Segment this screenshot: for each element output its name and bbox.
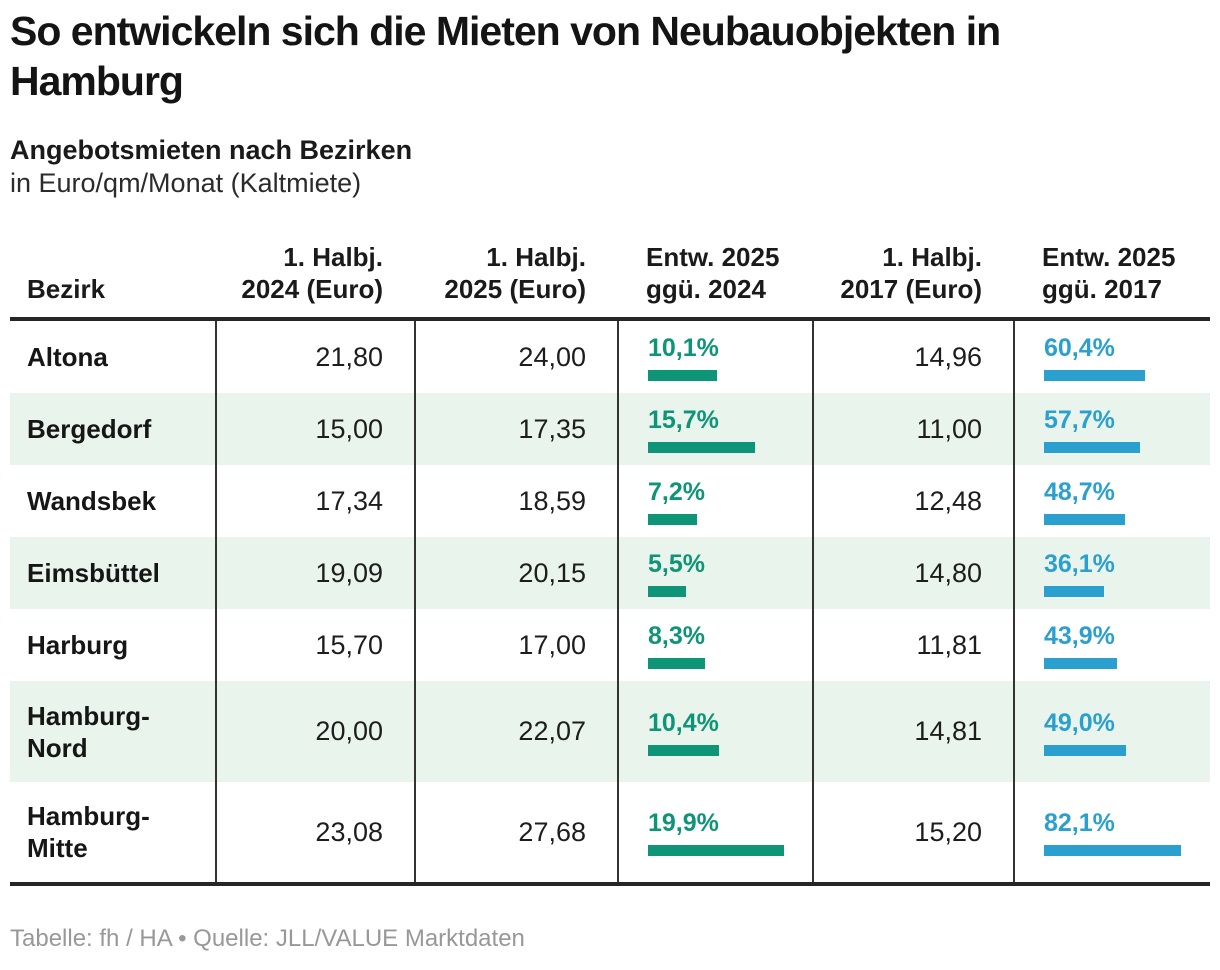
value-2017-cell: 14,80: [812, 537, 1013, 609]
value-2024-cell: 20,00: [215, 681, 414, 782]
chart-subtitle: Angebotsmieten nach Bezirken: [10, 135, 413, 165]
change-vs-2017-cell: 60,4%: [1013, 321, 1212, 393]
change-vs-2017-value: 49,0%: [1044, 708, 1115, 737]
change-vs-2024-bar: [648, 586, 686, 597]
header-col-entw-2017: Entw. 2025 ggü. 2017: [1042, 242, 1176, 304]
change-vs-2024-bar: [648, 658, 705, 669]
change-vs-2017-value: 82,1%: [1044, 809, 1115, 837]
change-vs-2017-bar: [1044, 744, 1126, 756]
page-title: So entwickeln sich die Mieten von Neubau…: [10, 8, 1001, 104]
table-row: Wandsbek 17,34 18,59 7,2% 12,48 48,7%: [10, 465, 1210, 537]
district-cell: Eimsbüttel: [10, 537, 215, 609]
change-vs-2017-cell: 49,0%: [1013, 681, 1212, 782]
source-credit: Tabelle: fh / HA • Quelle: JLL/VALUE Mar…: [10, 925, 525, 952]
change-vs-2024-cell: 15,7%: [617, 393, 812, 465]
value-2017-cell: 12,48: [812, 465, 1013, 537]
change-vs-2024-value: 10,1%: [648, 334, 719, 362]
change-vs-2024-value: 15,7%: [648, 406, 719, 434]
value-2017-cell: 15,20: [812, 782, 1013, 882]
table-row: Hamburg-Mitte 23,08 27,68 19,9% 15,20 82…: [10, 782, 1210, 882]
district-name: Harburg: [27, 630, 129, 660]
table-row: Hamburg-Nord 20,00 22,07 10,4% 14,81 49,…: [10, 681, 1210, 782]
change-vs-2024-value: 7,2%: [648, 478, 705, 506]
value-2024-cell: 23,08: [215, 782, 414, 882]
change-vs-2024-bar: [648, 442, 755, 453]
district-cell: Bergedorf: [10, 393, 215, 465]
change-vs-2024-cell: 10,1%: [617, 321, 812, 393]
district-name: Bergedorf: [27, 414, 152, 444]
change-vs-2017-value: 36,1%: [1044, 550, 1115, 578]
change-vs-2017-bar: [1044, 845, 1181, 856]
value-2017-cell: 11,81: [812, 609, 1013, 681]
value-2024-cell: 15,70: [215, 609, 414, 681]
value-2025-cell: 20,15: [414, 537, 617, 609]
change-vs-2024-bar: [648, 370, 717, 381]
district-cell: Hamburg-Mitte: [10, 782, 215, 882]
change-vs-2017-value: 48,7%: [1044, 478, 1115, 506]
table-row: Altona 21,80 24,00 10,1% 14,96 60,4%: [10, 321, 1210, 393]
value-2025-cell: 17,35: [414, 393, 617, 465]
change-vs-2024-value: 8,3%: [648, 622, 705, 650]
table-header-row: Bezirk 1. Halbj. 2024 (Euro) 1. Halbj. 2…: [10, 230, 1210, 321]
district-name: Hamburg-Mitte: [27, 801, 150, 863]
change-vs-2017-value: 57,7%: [1044, 406, 1115, 434]
value-2017-cell: 14,81: [812, 681, 1013, 782]
change-vs-2017-cell: 82,1%: [1013, 782, 1212, 882]
change-vs-2017-bar: [1044, 442, 1140, 453]
value-2017-cell: 11,00: [812, 393, 1013, 465]
change-vs-2017-value: 60,4%: [1044, 334, 1115, 362]
change-vs-2017-bar: [1044, 586, 1104, 597]
value-2025-cell: 24,00: [414, 321, 617, 393]
value-2024-cell: 21,80: [215, 321, 414, 393]
change-vs-2024-cell: 5,5%: [617, 537, 812, 609]
change-vs-2017-cell: 57,7%: [1013, 393, 1212, 465]
change-vs-2024-cell: 8,3%: [617, 609, 812, 681]
change-vs-2017-bar: [1044, 658, 1117, 669]
header-col-2017: 1. Halbj. 2017 (Euro): [840, 242, 982, 304]
header-col-2024: 1. Halbj. 2024 (Euro): [241, 242, 383, 304]
change-vs-2024-bar: [648, 845, 784, 856]
table-body: Altona 21,80 24,00 10,1% 14,96 60,4% Ber…: [10, 321, 1210, 882]
change-vs-2024-cell: 19,9%: [617, 782, 812, 882]
change-vs-2017-bar: [1044, 514, 1125, 525]
district-cell: Harburg: [10, 609, 215, 681]
rent-table: Bezirk 1. Halbj. 2024 (Euro) 1. Halbj. 2…: [10, 230, 1210, 886]
change-vs-2017-cell: 43,9%: [1013, 609, 1212, 681]
table-row: Bergedorf 15,00 17,35 15,7% 11,00 57,7%: [10, 393, 1210, 465]
value-2025-cell: 22,07: [414, 681, 617, 782]
change-vs-2017-value: 43,9%: [1044, 622, 1115, 650]
change-vs-2024-bar: [648, 514, 697, 525]
change-vs-2024-bar: [648, 744, 719, 756]
value-2024-cell: 15,00: [215, 393, 414, 465]
change-vs-2024-value: 5,5%: [648, 550, 705, 578]
value-2024-cell: 17,34: [215, 465, 414, 537]
district-cell: Hamburg-Nord: [10, 681, 215, 782]
change-vs-2017-cell: 48,7%: [1013, 465, 1212, 537]
district-name: Altona: [27, 342, 108, 372]
value-2024-cell: 19,09: [215, 537, 414, 609]
change-vs-2024-value: 19,9%: [648, 809, 719, 837]
district-name: Hamburg-Nord: [27, 700, 150, 763]
district-name: Eimsbüttel: [27, 558, 160, 588]
value-2025-cell: 17,00: [414, 609, 617, 681]
value-2025-cell: 27,68: [414, 782, 617, 882]
change-vs-2024-cell: 7,2%: [617, 465, 812, 537]
unit-note: in Euro/qm/Monat (Kaltmiete): [10, 168, 362, 198]
change-vs-2017-bar: [1044, 370, 1145, 381]
change-vs-2024-cell: 10,4%: [617, 681, 812, 782]
header-col-entw-2024: Entw. 2025 ggü. 2024: [646, 242, 780, 304]
header-col-bezirk: Bezirk: [27, 274, 106, 304]
district-name: Wandsbek: [27, 486, 157, 516]
header-col-2025: 1. Halbj. 2025 (Euro): [444, 242, 586, 304]
table-row: Eimsbüttel 19,09 20,15 5,5% 14,80 36,1%: [10, 537, 1210, 609]
change-vs-2017-cell: 36,1%: [1013, 537, 1212, 609]
value-2025-cell: 18,59: [414, 465, 617, 537]
district-cell: Wandsbek: [10, 465, 215, 537]
value-2017-cell: 14,96: [812, 321, 1013, 393]
table-row: Harburg 15,70 17,00 8,3% 11,81 43,9%: [10, 609, 1210, 681]
change-vs-2024-value: 10,4%: [648, 708, 719, 737]
district-cell: Altona: [10, 321, 215, 393]
